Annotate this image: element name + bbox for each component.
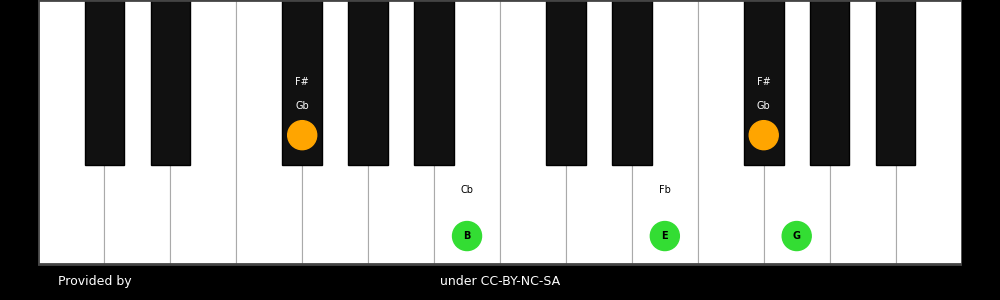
Bar <box>896 0 962 264</box>
Bar <box>348 0 388 165</box>
Bar <box>434 0 500 264</box>
Circle shape <box>650 221 679 250</box>
Bar <box>876 0 915 165</box>
Circle shape <box>782 221 811 250</box>
Bar <box>764 0 830 264</box>
Text: under CC-BY-NC-SA: under CC-BY-NC-SA <box>440 275 560 288</box>
Circle shape <box>453 221 482 250</box>
Bar <box>414 0 454 165</box>
Bar <box>282 0 322 165</box>
Text: G: G <box>793 231 801 241</box>
Text: B: B <box>463 231 471 241</box>
Bar <box>38 0 104 264</box>
Text: Fb: Fb <box>659 184 671 194</box>
Text: F#: F# <box>757 77 771 87</box>
Bar <box>566 0 632 264</box>
Bar <box>632 0 698 264</box>
Bar <box>85 0 124 165</box>
Bar <box>698 0 764 264</box>
Bar <box>830 0 896 264</box>
Text: Provided by: Provided by <box>58 275 132 288</box>
Text: Cb: Cb <box>461 184 474 194</box>
Bar <box>744 0 784 165</box>
Circle shape <box>288 121 317 150</box>
Bar <box>38 0 962 264</box>
Text: Gb: Gb <box>295 101 309 111</box>
Bar <box>612 0 652 165</box>
Bar <box>236 0 302 264</box>
Bar <box>104 0 170 264</box>
Text: Gb: Gb <box>757 101 771 111</box>
Bar <box>546 0 586 165</box>
Bar <box>151 0 190 165</box>
Bar <box>170 0 236 264</box>
Circle shape <box>749 121 778 150</box>
Text: E: E <box>662 231 668 241</box>
Bar <box>500 0 566 264</box>
Bar <box>810 0 849 165</box>
Text: F#: F# <box>295 77 309 87</box>
Bar <box>368 0 434 264</box>
Bar <box>302 0 368 264</box>
Bar <box>38 264 962 300</box>
